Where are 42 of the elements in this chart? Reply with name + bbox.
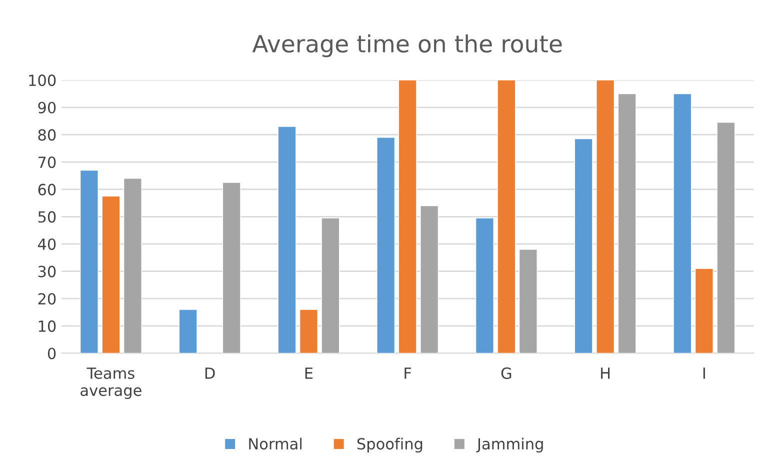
- y-tick-label: 100: [29, 74, 56, 86]
- y-tick-label: 0: [48, 348, 56, 360]
- x-tick-label: E: [305, 368, 313, 379]
- y-tick-label: 90: [38, 102, 56, 114]
- legend-label: Normal: [249, 438, 302, 450]
- x-tick-label: G: [501, 367, 512, 379]
- bar: [278, 126, 296, 354]
- y-tick-label: 60: [38, 184, 56, 196]
- x-tick-label: H: [601, 368, 610, 379]
- bar: [475, 218, 494, 354]
- bar: [80, 170, 98, 354]
- y-tick-label: 70: [38, 156, 56, 168]
- bar: [694, 268, 714, 354]
- y-tick-label: 10: [38, 320, 56, 332]
- bar: [574, 138, 593, 354]
- bar: [178, 309, 198, 354]
- legend-label: Spoofing: [357, 438, 422, 453]
- bar: [123, 178, 142, 354]
- bar: [398, 80, 417, 354]
- bar: [376, 137, 396, 354]
- x-tick-label: Teams average: [80, 368, 142, 400]
- bar: [673, 93, 692, 354]
- x-tick-label: F: [404, 368, 412, 379]
- y-tick-label: 30: [38, 266, 56, 278]
- y-tick-label: 20: [38, 293, 56, 305]
- y-tick-label: 50: [38, 211, 56, 223]
- chart-title: Average time on the route: [252, 34, 562, 58]
- bar: [716, 122, 736, 354]
- legend-label: Jamming: [476, 438, 543, 453]
- bar: [222, 182, 241, 354]
- y-tick-label: 40: [38, 238, 56, 250]
- bar: [299, 309, 318, 354]
- bar: [518, 249, 538, 354]
- x-tick-label: I: [703, 368, 705, 379]
- bar: [102, 196, 120, 354]
- bar: [321, 218, 340, 354]
- bar: [618, 93, 636, 354]
- bar: [596, 80, 615, 354]
- y-tick-label: 80: [38, 129, 56, 141]
- bar: [420, 205, 439, 354]
- bar: [497, 80, 516, 354]
- x-tick-label: D: [205, 368, 215, 379]
